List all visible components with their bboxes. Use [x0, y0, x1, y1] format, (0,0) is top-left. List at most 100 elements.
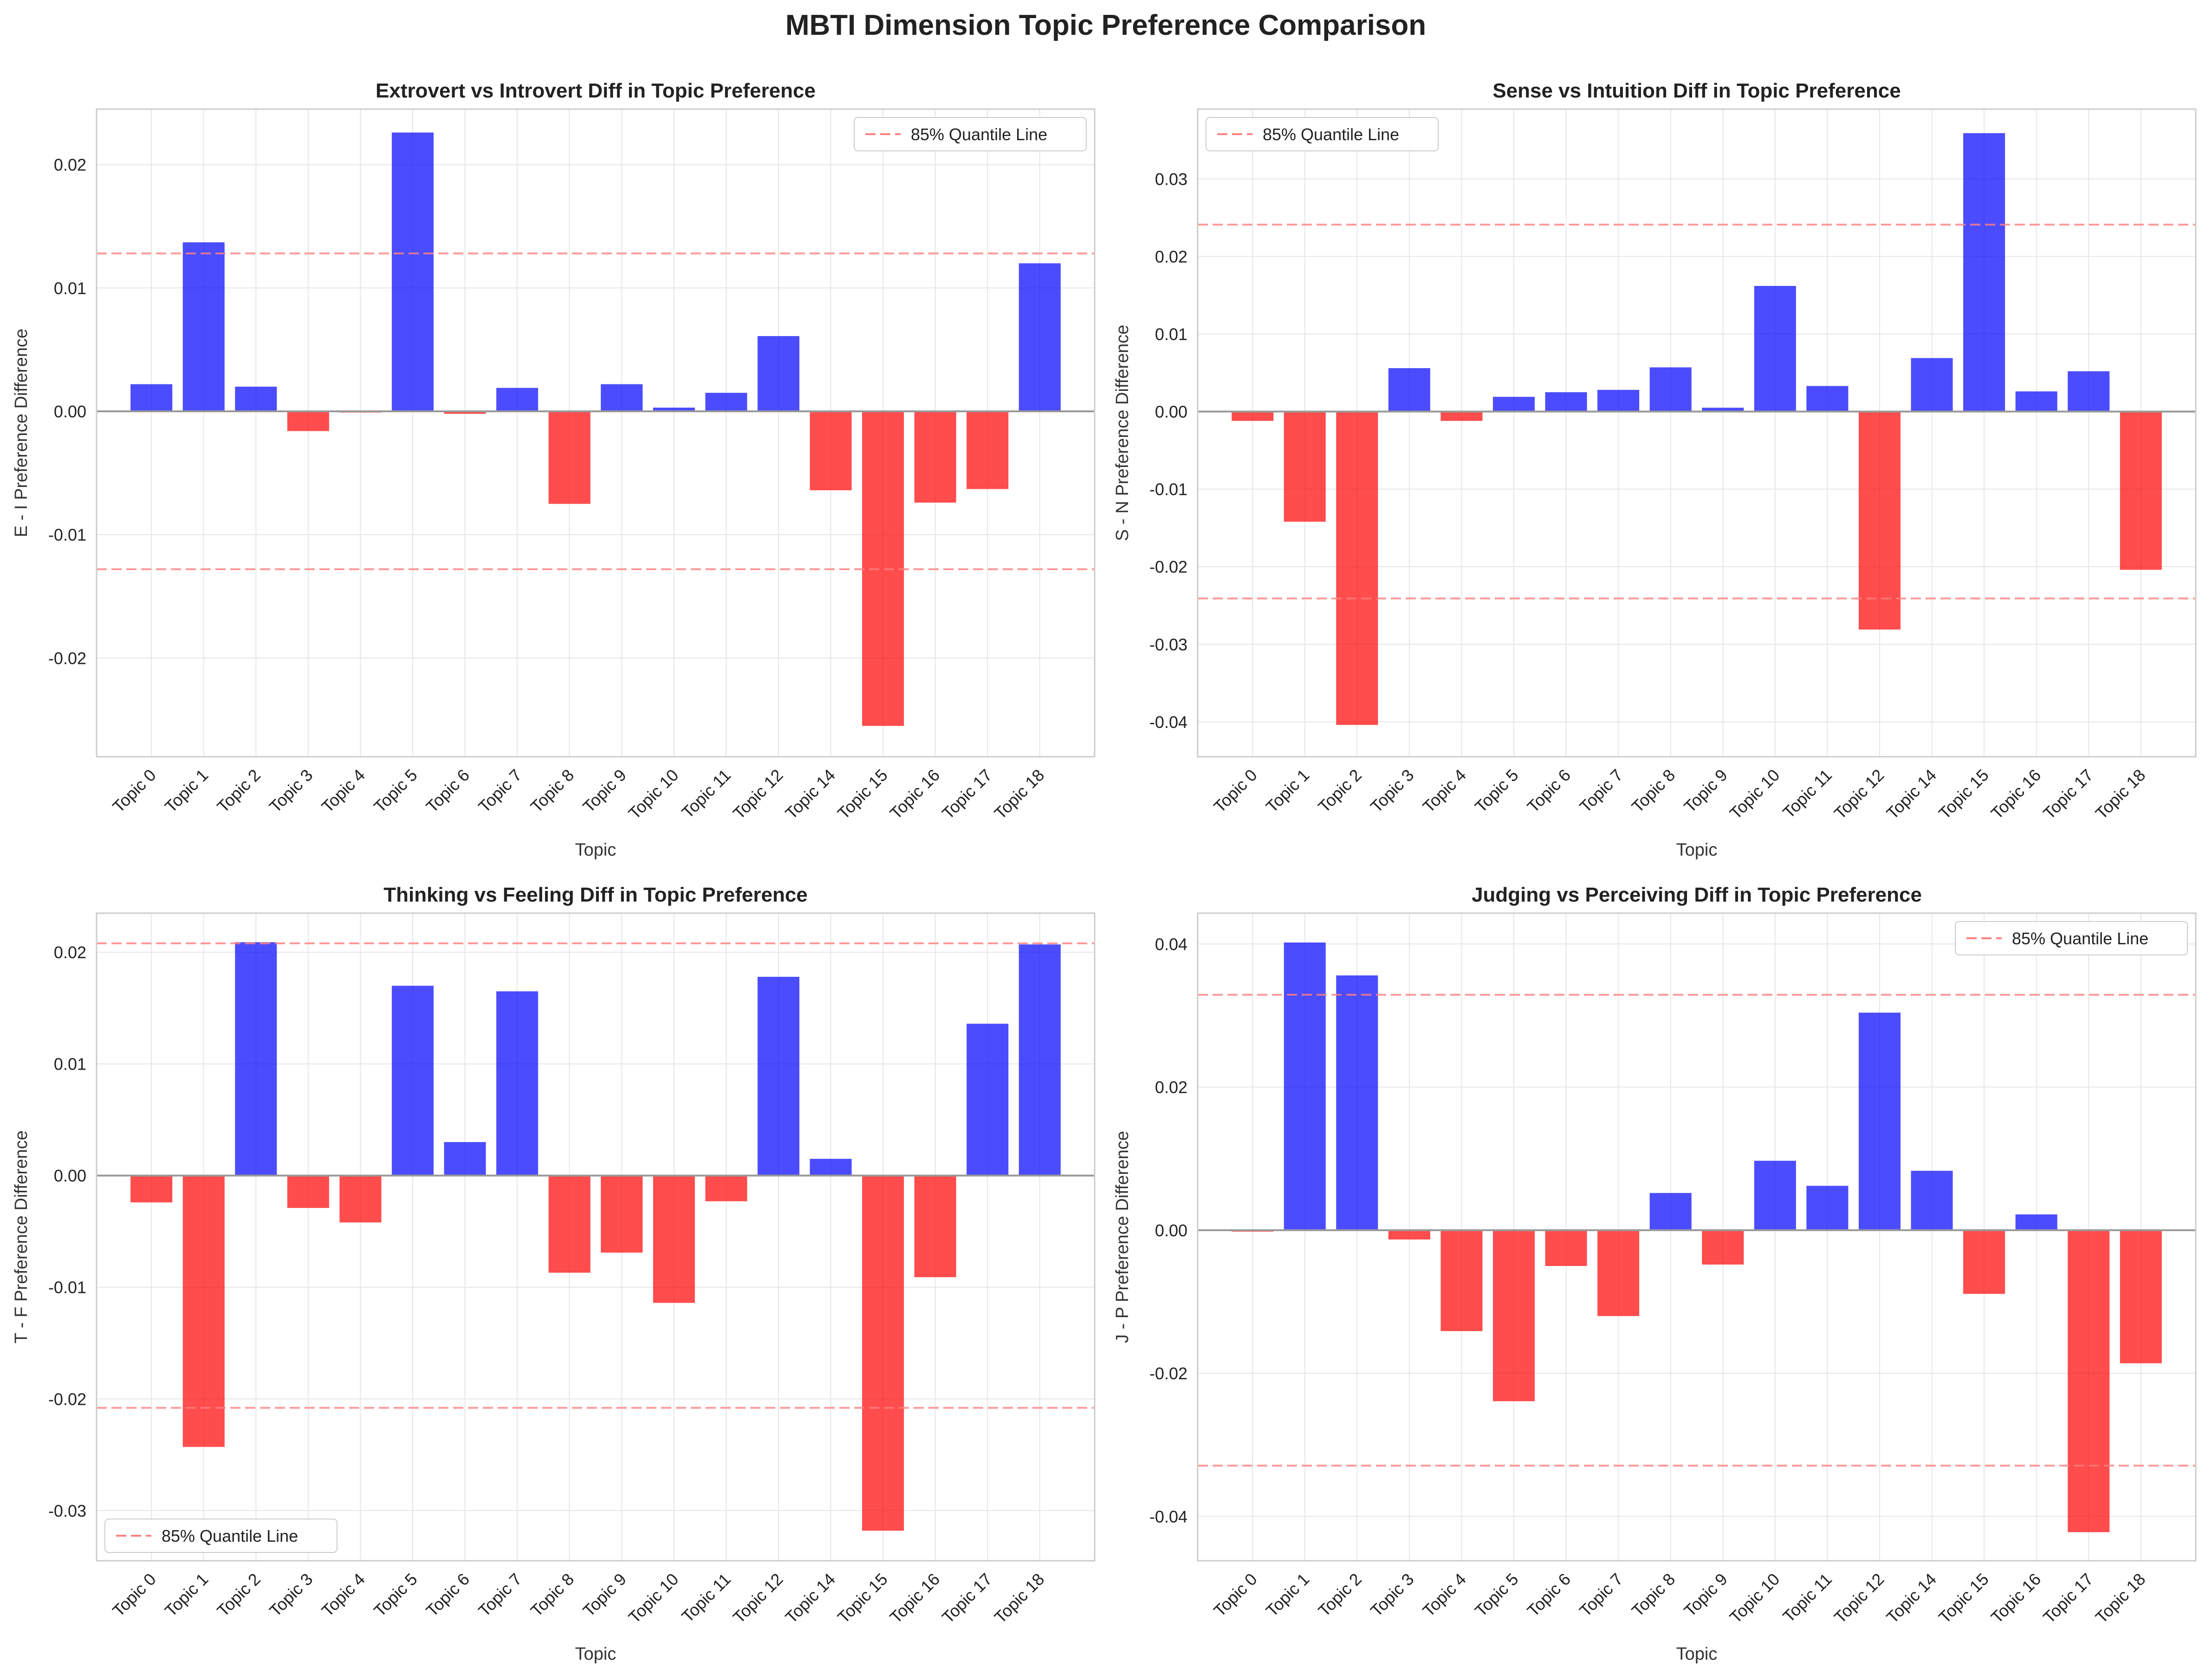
bar — [1911, 358, 1953, 412]
x-tick-label: Topic 9 — [579, 766, 630, 817]
x-tick-label: Topic 12 — [729, 766, 787, 823]
y-tick-label: -0.02 — [48, 1389, 86, 1409]
x-tick-label: Topic 0 — [1210, 1570, 1261, 1621]
bar — [1649, 367, 1692, 412]
x-tick-label: Topic 1 — [1262, 766, 1313, 817]
bar — [339, 1175, 382, 1223]
axes-frame — [96, 108, 1096, 758]
legend: 85% Quantile Line — [854, 117, 1087, 151]
x-tick-label: Topic 10 — [625, 766, 682, 823]
bar — [130, 1175, 173, 1202]
x-tick-label: Topic 14 — [1882, 766, 1940, 823]
y-tick-label: -0.03 — [1149, 635, 1187, 654]
x-tick-label: Topic 15 — [1935, 1570, 1992, 1627]
y-tick-label: -0.01 — [1149, 480, 1187, 499]
legend-box — [104, 1519, 337, 1553]
bar — [1388, 368, 1430, 412]
bar — [1702, 408, 1744, 412]
bar — [757, 336, 800, 411]
bar — [1597, 390, 1640, 412]
bar — [1232, 411, 1274, 421]
legend-label: 85% Quantile Line — [162, 1526, 298, 1545]
x-tick-label: Topic 15 — [1935, 766, 1992, 823]
x-tick-label: Topic 17 — [2039, 766, 2097, 823]
bar — [548, 411, 590, 504]
bar — [914, 1175, 956, 1278]
bar — [810, 1159, 852, 1176]
bar — [2120, 1230, 2162, 1363]
x-tick-label: Topic 2 — [1314, 766, 1365, 817]
x-tick-label: Topic 4 — [1419, 1570, 1470, 1621]
x-tick-label: Topic 2 — [213, 766, 264, 817]
bar — [444, 1142, 486, 1176]
bar — [1018, 263, 1061, 411]
bar — [182, 242, 225, 411]
bar — [235, 942, 277, 1176]
x-tick-label: Topic 4 — [318, 766, 369, 817]
y-tick-label: -0.04 — [1149, 1507, 1187, 1526]
x-axis-label: Topic — [1676, 1644, 1718, 1664]
x-tick-label: Topic 17 — [938, 766, 996, 823]
bar — [391, 986, 434, 1176]
legend-box — [1955, 921, 2188, 955]
y-tick-label: 0.01 — [1155, 325, 1187, 344]
axes-frame — [96, 912, 1096, 1562]
x-tick-label: Topic 3 — [266, 1570, 317, 1621]
x-tick-label: Topic 9 — [1680, 1570, 1731, 1621]
x-tick-label: Topic 6 — [422, 1570, 474, 1621]
x-tick-label: Topic 11 — [678, 766, 734, 822]
x-tick-label: Topic 0 — [1210, 766, 1261, 817]
x-tick-label: Topic 8 — [1628, 1570, 1679, 1621]
y-tick-label: 0.02 — [54, 943, 86, 962]
y-axis-label: T - F Preference Difference — [12, 1130, 31, 1344]
x-axis-label: Topic — [1676, 840, 1718, 860]
x-tick-label: Topic 7 — [474, 766, 525, 817]
x-tick-label: Topic 3 — [266, 766, 317, 817]
x-tick-label: Topic 2 — [213, 1570, 264, 1621]
bar — [444, 411, 486, 414]
subplot-title: Thinking vs Feeling Diff in Topic Prefer… — [383, 883, 808, 906]
x-tick-label: Topic 15 — [834, 1570, 891, 1627]
bar — [757, 977, 800, 1176]
bar — [1492, 1230, 1535, 1402]
x-tick-label: Topic 16 — [1987, 766, 2045, 823]
x-tick-label: Topic 3 — [1367, 1570, 1418, 1621]
y-tick-label: -0.01 — [48, 526, 86, 545]
bar — [2120, 411, 2162, 570]
bar — [1336, 975, 1378, 1230]
x-axis-label: Topic — [575, 840, 616, 860]
y-tick-label: 0.00 — [54, 402, 86, 421]
legend-box — [1206, 117, 1439, 151]
x-tick-label: Topic 1 — [161, 1570, 212, 1621]
subplot-title: Judging vs Perceiving Diff in Topic Pref… — [1472, 883, 1922, 906]
bar — [862, 411, 904, 726]
bar — [1806, 386, 1849, 412]
x-tick-label: Topic 6 — [1524, 1570, 1575, 1621]
x-tick-label: Topic 5 — [1471, 1570, 1522, 1621]
y-tick-label: -0.03 — [48, 1501, 86, 1520]
bar — [548, 1175, 590, 1273]
x-tick-label: Topic 5 — [370, 1570, 421, 1621]
x-tick-label: Topic 7 — [1576, 1570, 1627, 1621]
legend: 85% Quantile Line — [1206, 117, 1439, 151]
bar — [2015, 391, 2057, 412]
x-tick-label: Topic 4 — [318, 1570, 369, 1621]
x-tick-label: Topic 11 — [678, 1570, 734, 1626]
x-tick-label: Topic 0 — [109, 1570, 160, 1621]
bar — [914, 411, 956, 503]
bar — [182, 1175, 225, 1447]
legend: 85% Quantile Line — [104, 1519, 337, 1553]
legend-label: 85% Quantile Line — [911, 125, 1047, 144]
x-tick-label: Topic 16 — [1987, 1570, 2045, 1627]
x-tick-label: Topic 8 — [527, 1570, 578, 1621]
bar — [496, 991, 538, 1176]
x-tick-label: Topic 11 — [1779, 1570, 1836, 1626]
bar — [601, 1175, 643, 1253]
bar — [1754, 1161, 1796, 1230]
y-tick-label: -0.02 — [1149, 1364, 1187, 1383]
